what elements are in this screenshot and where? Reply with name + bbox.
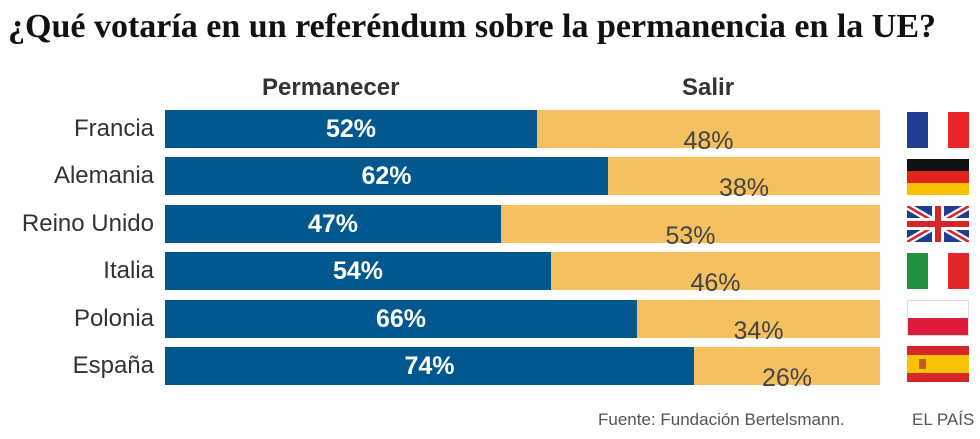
bar-salir: 48% bbox=[537, 110, 880, 155]
italy-flag-icon bbox=[907, 253, 969, 289]
bar-row: 74% 26% bbox=[165, 347, 880, 392]
bar-salir: 34% bbox=[637, 300, 880, 345]
chart-title: ¿Qué votaría en un referéndum sobre la p… bbox=[8, 8, 937, 45]
bar-row: 47% 53% bbox=[165, 205, 880, 250]
bar-salir-label: 53% bbox=[665, 222, 716, 250]
source-note: Fuente: Fundación Bertelsmann. bbox=[598, 410, 845, 429]
bar-salir: 46% bbox=[551, 252, 880, 297]
bar-salir: 26% bbox=[694, 347, 880, 392]
bar-permanecer: 74% bbox=[165, 347, 694, 385]
bar-salir: 38% bbox=[608, 157, 880, 202]
category-label: Reino Unido bbox=[21, 210, 154, 237]
bar-salir-label: 46% bbox=[690, 269, 741, 297]
category-label: Francia bbox=[73, 115, 154, 142]
bar-row: 54% 46% bbox=[165, 252, 880, 297]
bar-salir-label: 34% bbox=[733, 317, 784, 345]
category-label: Alemania bbox=[53, 162, 154, 189]
bar-permanecer: 62% bbox=[165, 157, 608, 195]
legend-permanecer: Permanecer bbox=[262, 74, 400, 101]
bar-permanecer: 66% bbox=[165, 300, 637, 338]
bar-salir-label: 26% bbox=[761, 364, 813, 392]
brand-label: EL PAÍS bbox=[912, 410, 975, 429]
uk-flag-icon bbox=[907, 206, 969, 242]
category-label: Polonia bbox=[73, 305, 154, 332]
poland-flag-icon bbox=[907, 300, 969, 336]
bar-row: 52% 48% bbox=[165, 110, 880, 155]
bar-row: 62% 38% bbox=[165, 157, 880, 202]
bar-permanecer: 47% bbox=[165, 205, 501, 243]
bar-row: 66% 34% bbox=[165, 300, 880, 345]
bar-salir-label: 38% bbox=[718, 174, 770, 202]
france-flag-icon bbox=[907, 112, 969, 148]
bar-salir-label: 48% bbox=[683, 127, 734, 155]
category-label: Italia bbox=[103, 257, 154, 284]
bar-permanecer: 52% bbox=[165, 110, 537, 148]
bar-salir: 53% bbox=[501, 205, 880, 250]
germany-flag-icon bbox=[907, 159, 969, 195]
category-label: España bbox=[72, 352, 154, 379]
bar-permanecer: 54% bbox=[165, 252, 551, 290]
spain-flag-icon bbox=[907, 346, 969, 382]
legend-salir: Salir bbox=[682, 74, 735, 101]
